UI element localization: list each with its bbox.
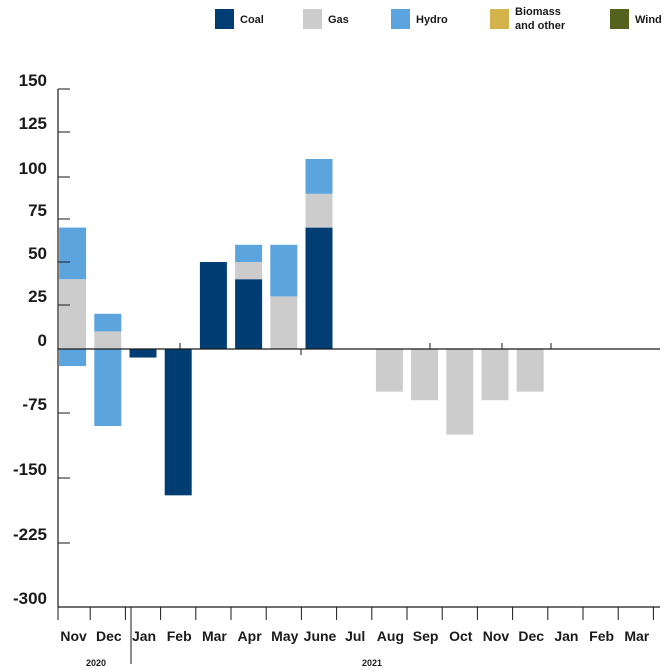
bar-segment (129, 349, 157, 358)
x-tick-label: June (304, 628, 337, 644)
legend-label: Gas (328, 14, 349, 26)
x-tick-label: Sep (413, 628, 439, 644)
x-tick-label: Apr (238, 628, 263, 644)
bar-segment (446, 349, 474, 435)
legend-swatch (490, 9, 509, 29)
x-tick-label: Feb (167, 628, 192, 644)
x-tick-label: Aug (377, 628, 404, 644)
bar-segment (305, 193, 333, 228)
y-tick-label: 0 (38, 331, 47, 350)
legend-label: Biomass (515, 6, 561, 18)
bar-segment (411, 349, 439, 401)
x-tick-label: Mar (202, 628, 227, 644)
y-tick-labels: 150 125 100 75 50 25 0 -75 -150 -225 -300 (13, 71, 47, 608)
y-tick-label: 50 (28, 244, 47, 263)
y-tick-label: 75 (28, 201, 47, 220)
bar-segment (94, 331, 122, 349)
x-tick-label: Oct (449, 628, 473, 644)
legend-swatch (215, 9, 234, 29)
y-tick-label: -150 (13, 460, 47, 479)
x-tick-label: Dec (518, 628, 544, 644)
bar-segment (305, 159, 333, 194)
bar-segment (305, 227, 333, 349)
bar-segment (235, 279, 263, 349)
y-tick-label: 25 (28, 287, 47, 306)
x-tick-label: Jan (554, 628, 578, 644)
legend-label: Hydro (416, 14, 448, 26)
bar-segment (164, 349, 192, 496)
legend-label: Coal (240, 14, 264, 26)
bar-segment (270, 296, 298, 349)
bar-segment (59, 349, 87, 367)
bar-segment (375, 349, 403, 392)
x-tick-label: Jul (345, 628, 365, 644)
legend-label: Wind (635, 14, 662, 26)
legend-label: and other (515, 20, 566, 32)
x-tick-label: Nov (483, 628, 510, 644)
bar-segment (270, 244, 298, 297)
bar-segment (481, 349, 509, 401)
x-tick-label: Nov (60, 628, 87, 644)
x-tick-label: Feb (589, 628, 614, 644)
bar-segment (94, 313, 122, 332)
bars (59, 159, 544, 496)
bar-segment (199, 262, 227, 349)
y-tick-label: 125 (19, 114, 47, 133)
y-tick-label: -300 (13, 589, 47, 608)
x-tick-label: Jan (132, 628, 156, 644)
y-tick-label: 150 (19, 71, 47, 90)
legend: Coal Gas Hydro Biomass and other Wind (215, 6, 662, 32)
axes (57, 88, 660, 664)
legend-swatch (610, 9, 629, 29)
bar-segment (235, 244, 263, 262)
y-tick-label: -225 (13, 525, 47, 544)
x-tick-label: Mar (624, 628, 649, 644)
x-tick-label: May (271, 628, 298, 644)
year-label: 2021 (362, 658, 382, 668)
bar-segment (235, 262, 263, 280)
y-tick-label: -75 (22, 395, 47, 414)
bar-segment (59, 279, 87, 349)
year-label: 2020 (86, 658, 106, 668)
legend-swatch (303, 9, 322, 29)
bar-segment (94, 349, 122, 426)
bar-segment (516, 349, 544, 392)
y-tick-label: 100 (19, 159, 47, 178)
x-tick-label: Dec (96, 628, 122, 644)
x-tick-labels: Nov Dec Jan Feb Mar Apr May June Jul Aug Sep Oct Nov… (60, 628, 649, 668)
legend-swatch (391, 9, 410, 29)
bar-segment (59, 227, 87, 280)
